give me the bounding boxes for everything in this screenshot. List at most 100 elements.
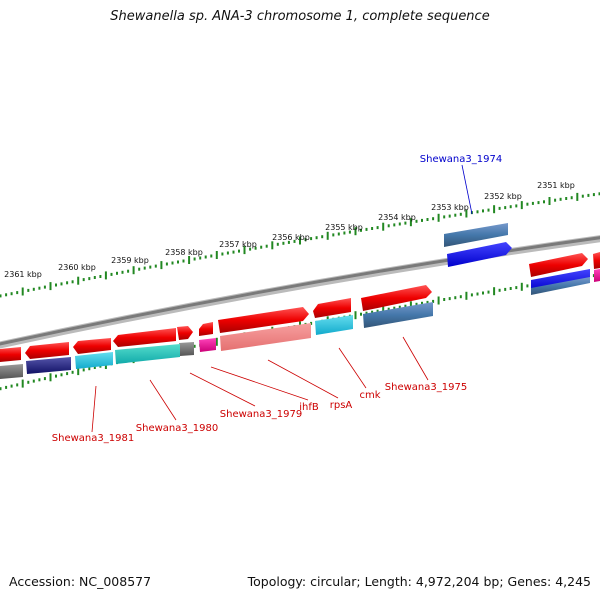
scale-minor-tick: [276, 242, 279, 246]
scale-minor-tick: [531, 201, 534, 205]
scale-minor-tick: [121, 270, 124, 274]
scale-minor-tick: [27, 288, 30, 292]
scale-major-tick: [132, 266, 135, 275]
scale-minor-tick: [376, 226, 379, 230]
scale-major-tick: [271, 241, 274, 250]
scale-major-tick: [409, 218, 412, 227]
scale-minor-tick: [592, 274, 595, 278]
gene-cog-bar: [447, 242, 512, 267]
scale-major-tick: [382, 306, 385, 315]
scale-major-tick: [354, 227, 357, 236]
label-shewana3-1980: Shewana3_1980: [136, 423, 218, 434]
forward-genes: [0, 223, 600, 362]
scale-minor-tick: [398, 305, 401, 309]
scale-minor-tick: [310, 237, 313, 241]
scale-minor-tick: [376, 309, 379, 313]
scale-major-tick: [215, 251, 218, 259]
scale-major-tick: [465, 291, 468, 300]
topology-text: Topology: circular; Length: 4,972,204 bp…: [247, 574, 591, 589]
cog-bar: [26, 357, 71, 374]
scale-minor-tick: [476, 210, 479, 214]
scale-minor-tick: [592, 193, 595, 197]
scale-minor-tick: [348, 230, 351, 234]
scale-major-tick: [520, 282, 523, 291]
scale-minor-tick: [526, 284, 529, 288]
scale-minor-tick: [365, 311, 368, 315]
scale-minor-tick: [515, 286, 518, 290]
scale-minor-tick: [509, 287, 512, 290]
gene-arrow: [177, 326, 193, 340]
label-rpsA: rpsA: [330, 400, 353, 411]
scale-minor-tick: [66, 281, 69, 285]
leader-shewana3-1980: [149, 379, 177, 421]
scale-minor-tick: [360, 312, 362, 316]
scale-minor-tick: [116, 271, 118, 275]
scale-minor-tick: [476, 292, 479, 296]
cog-bar: [199, 338, 216, 352]
scale-major-tick: [21, 379, 24, 388]
scale-minor-tick: [432, 299, 435, 303]
scale-minor-tick: [498, 206, 501, 210]
scale-minor-tick: [454, 296, 457, 300]
scale-minor-tick: [5, 293, 8, 297]
scale-minor-tick: [470, 293, 473, 297]
scale-label: 2356 kbp: [272, 233, 310, 242]
cog-bar: [315, 315, 353, 335]
scale-minor-tick: [421, 301, 423, 305]
scale-major-tick: [21, 287, 24, 296]
scale-minor-tick: [443, 298, 446, 301]
scale-minor-tick: [426, 218, 429, 221]
scale-minor-tick: [432, 217, 435, 221]
scale-minor-tick: [88, 367, 91, 371]
scale-minor-tick: [149, 265, 152, 269]
cog-bar: [594, 269, 600, 282]
scale-minor-tick: [371, 227, 374, 230]
leader-rpsA: [267, 359, 339, 399]
scale-minor-tick: [332, 233, 335, 237]
map-title: Shewanella sp. ANA-3 chromosome 1, compl…: [110, 9, 490, 24]
scale-minor-tick: [581, 194, 584, 198]
scale-major-tick: [243, 246, 246, 255]
scale-minor-tick: [315, 236, 318, 240]
scale-minor-tick: [55, 283, 57, 287]
scale-minor-tick: [448, 214, 451, 218]
scale-major-tick: [299, 236, 301, 245]
scale-minor-tick: [154, 264, 157, 268]
scale-minor-tick: [226, 251, 229, 255]
scale-label: 2360 kbp: [58, 263, 96, 272]
scale-minor-tick: [365, 227, 368, 231]
scale-minor-tick: [426, 300, 429, 304]
scale-major-tick: [493, 205, 496, 214]
scale-label: 2353 kbp: [431, 203, 469, 212]
scale-minor-tick: [99, 275, 102, 278]
scale-minor-tick: [487, 290, 490, 294]
gene-arrow: [25, 342, 69, 359]
scale-minor-tick: [570, 196, 573, 200]
scale-minor-tick: [265, 244, 268, 248]
scale-minor-tick: [498, 288, 501, 292]
gene-arrow: [113, 328, 176, 347]
scale-minor-tick: [38, 286, 41, 290]
scale-minor-tick: [598, 192, 600, 196]
cog-bar: [179, 342, 194, 356]
scale-minor-tick: [60, 373, 63, 377]
scale-label: 2361 kbp: [4, 270, 42, 279]
label-shewana3-1979: Shewana3_1979: [220, 409, 302, 420]
scale-major-tick: [215, 337, 218, 346]
scale-minor-tick: [371, 310, 374, 314]
scale-minor-tick: [398, 222, 401, 226]
gene-arrow: [593, 252, 600, 269]
scale-labels: 2351 kbp 2352 kbp 2353 kbp 2354 kbp 2355 kbp…: [4, 181, 575, 279]
leader-cmk: [338, 347, 367, 389]
scale-minor-tick: [127, 269, 130, 273]
scale-minor-tick: [43, 377, 46, 381]
scale-label: 2355 kbp: [325, 223, 363, 232]
gene-arrow: [218, 307, 309, 333]
scale-minor-tick: [260, 245, 263, 249]
gene-arrow: [313, 298, 351, 318]
scale-minor-tick: [387, 224, 390, 228]
scale-minor-tick: [587, 193, 590, 197]
leader-shewana3-1979: [189, 372, 256, 407]
scale-minor-tick: [304, 238, 307, 242]
